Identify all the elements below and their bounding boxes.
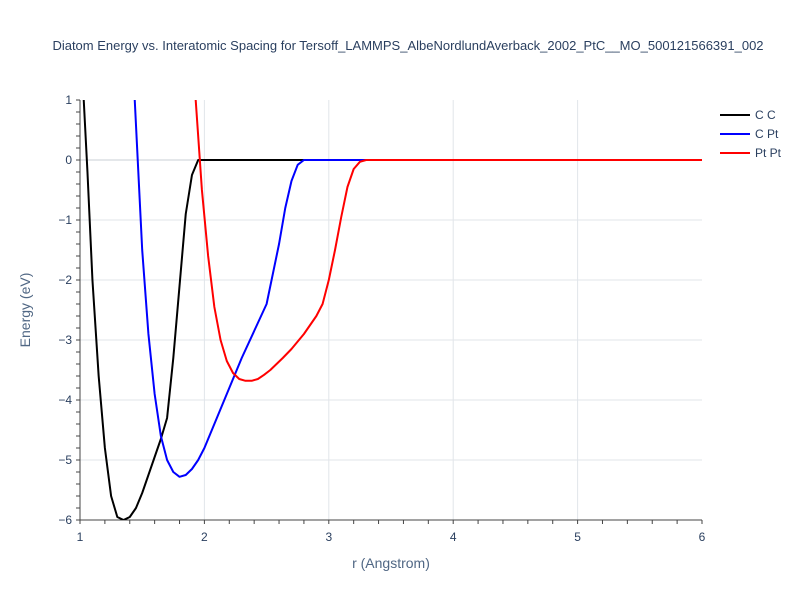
axes: 1 2 3 4 5 6 1 0 −1 −2 −3 −4 −5 −6 [58,93,705,544]
x-tick-label: 5 [574,530,581,544]
y-axis-title: Energy (eV) [17,273,33,348]
x-axis-title: r (Angstrom) [352,555,430,571]
chart-title: Diatom Energy vs. Interatomic Spacing fo… [52,38,763,53]
y-tick-label: −5 [58,453,72,467]
x-tick-label: 4 [450,530,457,544]
legend[interactable]: C C C Pt Pt Pt [720,108,782,160]
x-tick-label: 3 [325,530,332,544]
legend-label: Pt Pt [755,146,782,160]
legend-label: C Pt [755,127,779,141]
y-tick-label: −4 [58,393,72,407]
legend-item[interactable]: C Pt [720,127,779,141]
legend-label: C C [755,108,776,122]
series-line-c-pt [133,100,702,478]
y-tick-label: 0 [65,153,72,167]
series-layer [82,100,702,520]
y-tick-label: −2 [58,273,72,287]
y-tick-label: −6 [58,513,72,527]
y-tick-label: −1 [58,213,72,227]
legend-item[interactable]: Pt Pt [720,146,782,160]
series-line-pt-pt [194,100,702,382]
x-tick-label: 2 [201,530,208,544]
y-tick-label: −3 [58,333,72,347]
y-tick-label: 1 [65,93,72,107]
x-tick-label: 6 [699,530,706,544]
legend-item[interactable]: C C [720,108,776,122]
x-tick-label: 1 [77,530,84,544]
